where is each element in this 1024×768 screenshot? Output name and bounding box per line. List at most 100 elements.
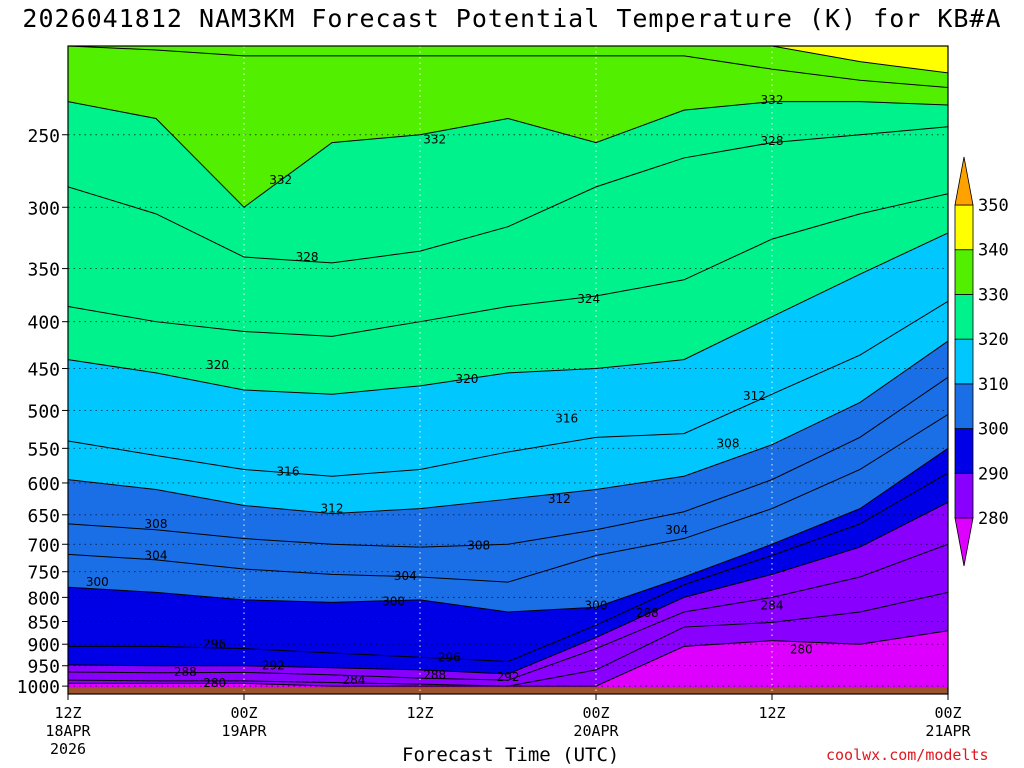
x-axis-title: Forecast Time (UTC) — [402, 744, 620, 766]
contour-label: 292 — [262, 659, 285, 673]
x-tick-label: 00Z — [230, 704, 257, 722]
contour-label: 280 — [203, 676, 226, 690]
isentrope-layer — [68, 46, 948, 687]
contour-label: 288 — [636, 606, 659, 620]
colorbar-bottom-arrow — [954, 517, 974, 567]
colorbar-label: 310 — [978, 375, 1009, 395]
colorbar-segment — [954, 338, 974, 385]
colorbar-label: 330 — [978, 285, 1009, 305]
contour-label: 312 — [743, 389, 766, 403]
colorbar-label: 280 — [978, 509, 1009, 529]
y-tick-label: 800 — [27, 588, 60, 609]
y-tick-label: 500 — [27, 401, 60, 422]
contour-label: 288 — [423, 668, 446, 682]
y-tick-label: 1000 — [17, 677, 60, 698]
contour-label: 332 — [423, 132, 446, 146]
y-tick-label: 550 — [27, 439, 60, 460]
x-tick-label: 00Z — [934, 704, 961, 722]
plot-frame — [67, 45, 949, 695]
colorbar-top-arrow — [954, 156, 974, 206]
contour-label: 288 — [174, 665, 197, 679]
contour-label: 312 — [548, 492, 571, 506]
x-tick-label: 12Z — [54, 704, 81, 722]
contour-label: 324 — [577, 292, 600, 306]
colorbar-label: 320 — [978, 330, 1009, 350]
y-tick-label: 250 — [27, 126, 60, 147]
contour-label: 320 — [206, 358, 229, 372]
colorbar-label: 350 — [978, 196, 1009, 216]
y-tick-label: 350 — [27, 260, 60, 281]
isentrope-336 — [68, 46, 948, 89]
colorbar-label: 300 — [978, 420, 1009, 440]
ground-surface — [68, 687, 948, 694]
x-tick-label: 2026 — [50, 740, 86, 758]
source-credit: coolwx.com/modelts — [826, 746, 989, 764]
y-tick-label: 650 — [27, 506, 60, 527]
x-tick-label: 21APR — [925, 722, 971, 740]
chart-title: 2026041812 NAM3KM Forecast Potential Tem… — [22, 4, 1002, 33]
theta-band-336 — [68, 46, 948, 88]
contour-label: 332 — [269, 173, 292, 187]
x-tick-label: 12Z — [406, 704, 433, 722]
contour-label: 316 — [555, 411, 578, 425]
contour-label: 296 — [438, 650, 461, 664]
contour-label: 284 — [343, 673, 366, 687]
y-tick-label: 400 — [27, 313, 60, 334]
x-tick-label: 12Z — [758, 704, 785, 722]
isentrope-324 — [68, 193, 948, 337]
contour-label: 292 — [497, 670, 520, 684]
plot-border — [67, 45, 949, 695]
colorbar: 280 290 300 310 320 330 340 350 — [954, 156, 1009, 567]
theta-band-340 — [68, 46, 948, 73]
isentrope-288 — [68, 543, 948, 681]
x-tick-label: 20APR — [573, 722, 619, 740]
colorbar-segment — [954, 383, 974, 429]
contour-label: 308 — [467, 538, 490, 552]
contour-label: 328 — [761, 134, 784, 148]
contour-label: 308 — [717, 436, 740, 450]
contour-label: 280 — [790, 642, 813, 656]
x-tick-label: 18APR — [45, 722, 91, 740]
contour-label: 300 — [382, 594, 405, 608]
y-axis: 2503003504004505005506006507007508008509… — [17, 126, 68, 698]
colorbar-segment — [954, 472, 974, 519]
theta-band-332 — [68, 46, 948, 208]
ground-layer — [68, 687, 948, 694]
y-tick-label: 700 — [27, 535, 60, 556]
contour-label: 304 — [145, 548, 168, 562]
contour-label: 304 — [665, 523, 688, 537]
y-tick-label: 850 — [27, 612, 60, 633]
contour-label: 284 — [761, 599, 784, 613]
y-tick-label: 750 — [27, 563, 60, 584]
isentrope-320 — [68, 232, 948, 395]
contour-label: 328 — [296, 250, 319, 264]
y-tick-label: 600 — [27, 474, 60, 495]
contour-label-layer: 332 332 332 328 328 324 320 320 316 316 312 312 312 3… — [86, 93, 813, 690]
contour-label: 316 — [277, 465, 300, 479]
contour-label: 320 — [455, 372, 478, 386]
isentrope-284 — [68, 591, 948, 687]
y-tick-label: 450 — [27, 360, 60, 381]
contour-label: 308 — [145, 517, 168, 531]
colorbar-label: 340 — [978, 241, 1009, 261]
contour-label: 300 — [86, 575, 109, 589]
contour-label: 304 — [394, 569, 417, 583]
contour-label: 296 — [203, 637, 226, 651]
x-tick-label: 19APR — [221, 722, 267, 740]
isentrope-316 — [68, 300, 948, 477]
colorbar-label: 290 — [978, 464, 1009, 484]
isentrope-332 — [68, 101, 948, 208]
colorbar-segment — [954, 204, 974, 251]
isentrope-312 — [68, 340, 948, 515]
isentrope-296 — [68, 472, 948, 663]
colorbar-segment — [954, 294, 974, 340]
colorbar-segment — [954, 249, 974, 295]
isentrope-292 — [68, 501, 948, 675]
colorbar-segment — [954, 428, 974, 474]
isentrope-308 — [68, 376, 948, 548]
y-tick-label: 300 — [27, 198, 60, 219]
grid-layer — [68, 46, 948, 694]
isentrope-340 — [68, 46, 948, 74]
